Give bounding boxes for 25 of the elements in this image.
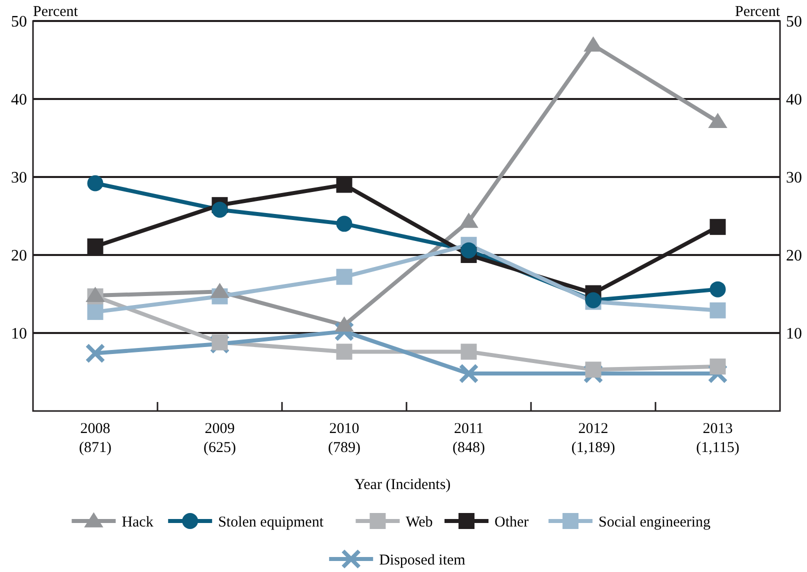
legend-label: Hack bbox=[122, 514, 154, 530]
y2-tick-label: 10 bbox=[786, 326, 802, 343]
x-tick-label: 2010 (789) bbox=[328, 421, 360, 456]
x-tick-label: 2011 (848) bbox=[452, 421, 485, 456]
y2-axis-title: Percent bbox=[735, 4, 781, 20]
legend-label: Stolen equipment bbox=[218, 514, 324, 530]
y-tick-label: 50 bbox=[11, 14, 27, 31]
legend-label: Web bbox=[406, 514, 433, 530]
y-tick-label: 40 bbox=[11, 92, 27, 109]
legend-label: Other bbox=[494, 514, 529, 530]
y2-tick-label: 20 bbox=[786, 248, 802, 265]
y2-tick-label: 40 bbox=[786, 92, 802, 109]
x-tick-label: 2008 (871) bbox=[79, 421, 112, 456]
y-tick-label: 30 bbox=[11, 170, 27, 187]
y-tick-label: 10 bbox=[11, 326, 27, 343]
x-axis-title: Year (Incidents) bbox=[354, 477, 451, 493]
y-tick-label: 20 bbox=[11, 248, 27, 265]
x-tick-label: 2009 (625) bbox=[204, 421, 236, 456]
y-axis-title: Percent bbox=[33, 4, 79, 20]
y2-tick-label: 30 bbox=[786, 170, 802, 187]
legend-label: Social engineering bbox=[598, 514, 712, 530]
y2-tick-label: 50 bbox=[786, 14, 802, 31]
legend-label: Disposed item bbox=[379, 552, 466, 568]
x-tick-label: 2013 (1,115) bbox=[696, 421, 740, 456]
x-tick-label: 2012 (1,189) bbox=[571, 421, 616, 456]
